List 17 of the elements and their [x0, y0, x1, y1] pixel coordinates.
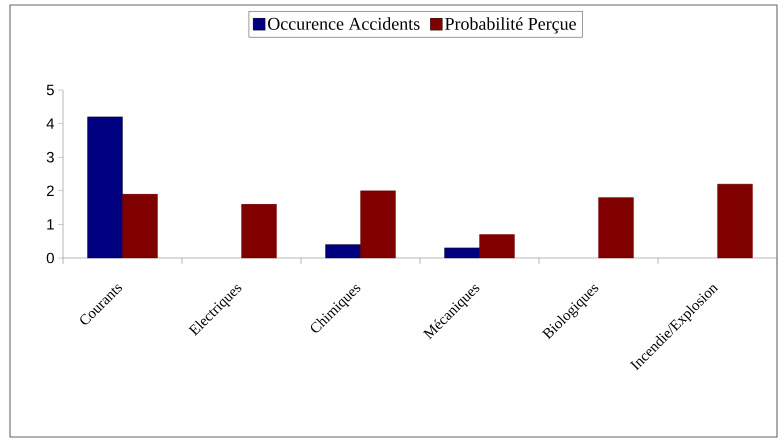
bar: [325, 244, 361, 258]
bar: [241, 204, 277, 258]
y-tick-label: 4: [46, 118, 54, 129]
bar: [598, 197, 634, 258]
bar: [87, 116, 123, 258]
bar: [360, 190, 396, 258]
y-tick-label: 3: [46, 152, 54, 162]
y-tick-label: 0: [46, 252, 54, 264]
bar: [479, 234, 515, 258]
bar: [717, 184, 753, 258]
bar: [122, 194, 158, 258]
y-tick-label: 5: [46, 84, 54, 96]
bar: [444, 248, 480, 258]
y-tick-label: 2: [46, 186, 54, 196]
y-tick-label: 1: [47, 219, 54, 230]
legend-label: Probabilité Perçue: [445, 17, 576, 34]
legend-label: Occurence Accidents: [268, 17, 420, 30]
